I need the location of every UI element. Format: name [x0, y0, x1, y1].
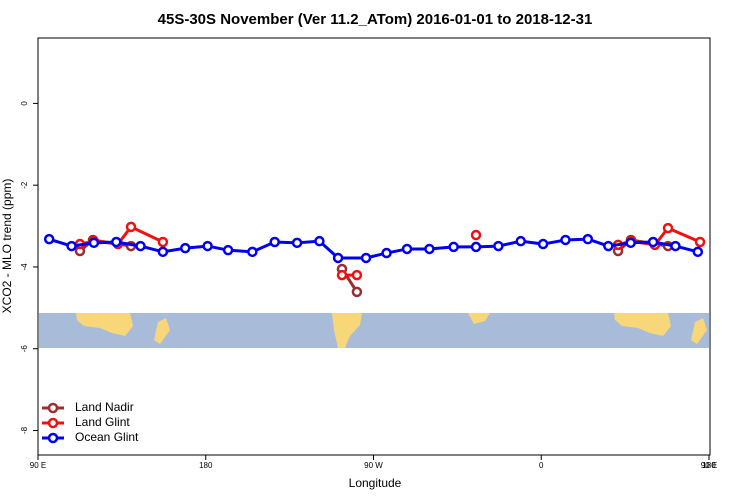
data-point	[582, 233, 594, 245]
data-point	[43, 233, 55, 245]
x-tick-label: 90 W	[364, 461, 383, 470]
data-point	[662, 222, 674, 234]
data-point	[360, 252, 372, 264]
data-point	[493, 240, 504, 252]
y-tick-label: 0	[20, 101, 29, 106]
data-point	[247, 246, 258, 258]
data-point	[515, 235, 526, 247]
legend-marker	[47, 417, 59, 429]
data-point	[448, 241, 459, 253]
legend-label: Ocean Glint	[75, 430, 139, 444]
data-point	[157, 246, 169, 258]
data-point	[332, 252, 344, 264]
data-point	[694, 236, 706, 248]
legend-marker	[47, 402, 59, 414]
data-point	[269, 236, 280, 248]
legend-label: Land Nadir	[75, 400, 134, 414]
y-axis-label: XCO2 - MLO trend (ppm)	[0, 179, 14, 314]
data-point	[135, 240, 146, 252]
data-point	[670, 240, 681, 252]
legend-marker	[47, 432, 59, 444]
data-point	[692, 246, 704, 258]
x-tick-label: 0	[539, 461, 544, 470]
data-point	[157, 236, 169, 248]
series-line	[48, 237, 699, 260]
data-point	[424, 243, 435, 255]
data-point	[560, 234, 571, 246]
y-tick-label: -4	[20, 263, 29, 271]
map-strip	[39, 313, 709, 348]
data-point	[179, 242, 191, 254]
data-point	[470, 229, 482, 241]
legend-label: Land Glint	[75, 415, 130, 429]
x-tick-label: 90 E	[701, 461, 717, 470]
data-point	[401, 243, 413, 255]
data-point	[222, 244, 234, 256]
x-axis-label: Longitude	[349, 476, 402, 490]
data-point	[111, 236, 122, 248]
data-point	[202, 240, 213, 252]
data-point	[291, 237, 303, 249]
data-point	[351, 286, 363, 298]
x-tick-label: 180	[702, 461, 716, 470]
data-point	[88, 237, 100, 249]
chart-title: 45S-30S November (Ver 11.2_ATom) 2016-01…	[158, 11, 593, 28]
data-point	[314, 235, 325, 247]
data-point	[381, 247, 392, 259]
data-point	[351, 269, 363, 281]
y-tick-label: -6	[20, 345, 29, 353]
data-point	[66, 240, 77, 252]
y-tick-label: -2	[20, 181, 29, 189]
data-point	[647, 236, 659, 248]
y-tick-label: -8	[20, 426, 29, 434]
data-point	[336, 269, 348, 281]
data-point	[603, 240, 614, 252]
data-point	[125, 221, 137, 233]
x-tick-label: 180	[199, 461, 213, 470]
data-point	[470, 241, 482, 253]
data-point	[537, 238, 549, 250]
data-point	[625, 237, 636, 249]
x-tick-label: 90 E	[30, 461, 46, 470]
